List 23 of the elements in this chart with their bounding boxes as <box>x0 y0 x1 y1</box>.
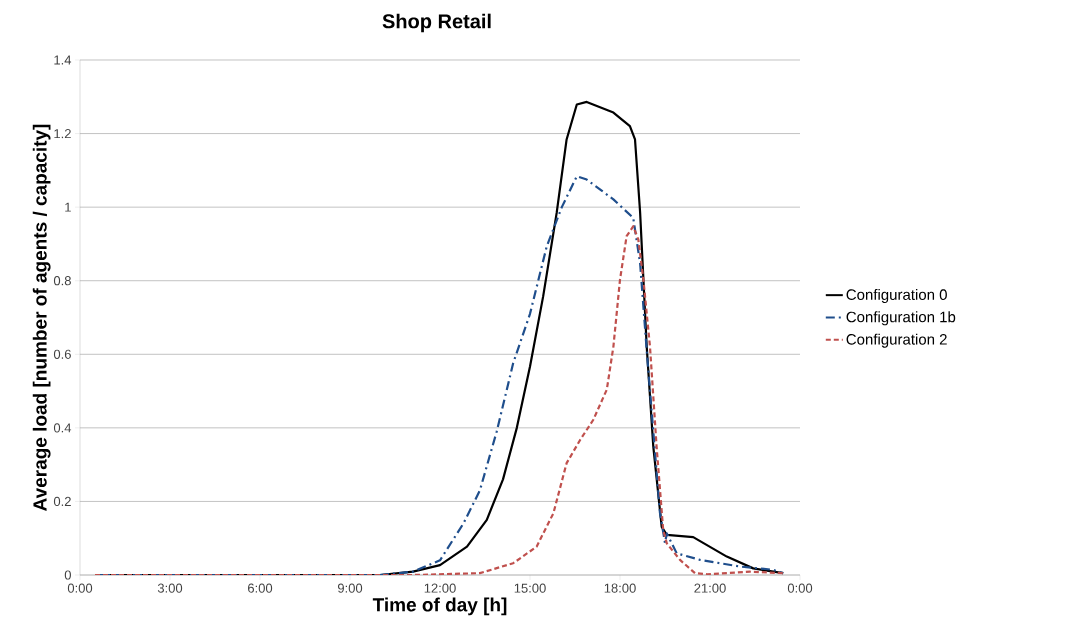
x-tick-label: 18:00 <box>604 583 636 593</box>
chart-title: Shop Retail <box>382 13 491 33</box>
y-axis-title: Average load [number of agents / capacity] <box>32 124 51 511</box>
legend-label: Configuration 2 <box>846 333 947 348</box>
legend-label: Configuration 0 <box>846 288 947 303</box>
x-tick-label: 0:00 <box>787 583 813 593</box>
y-tick-label: 1.2 <box>54 129 71 139</box>
y-tick-label: 1 <box>65 202 71 212</box>
x-tick-label: 9:00 <box>337 583 363 593</box>
x-axis-title: Time of day [h] <box>372 597 507 616</box>
x-tick-label: 15:00 <box>514 583 546 593</box>
x-tick-label: 0:00 <box>67 583 93 593</box>
x-tick-label: 12:00 <box>424 583 456 593</box>
x-tick-label: 21:00 <box>694 583 726 593</box>
y-tick-label: 0.8 <box>53 276 71 286</box>
y-tick-label: 0.4 <box>53 423 72 433</box>
y-tick-label: 0.6 <box>53 349 71 359</box>
x-tick-label: 3:00 <box>157 583 183 593</box>
legend-label: Configuration 1b <box>846 311 956 326</box>
y-tick-label: 0.2 <box>53 496 71 507</box>
y-tick-label: 0 <box>64 570 71 580</box>
y-tick-label: 1.4 <box>54 55 72 65</box>
x-tick-label: 6:00 <box>248 583 273 593</box>
